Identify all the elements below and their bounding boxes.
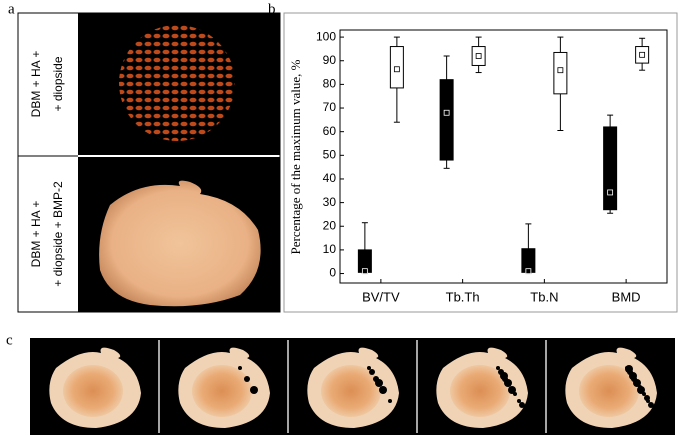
ct-scaffold	[119, 25, 235, 141]
ct-void	[644, 395, 650, 401]
ct-void	[638, 385, 642, 389]
median-marker	[557, 67, 564, 74]
y-tick-label: 70	[323, 100, 337, 114]
ct-void	[648, 402, 654, 408]
ct-void	[629, 372, 637, 380]
ct-bone	[99, 180, 261, 307]
ct-core	[321, 365, 381, 417]
panel-letter: a	[8, 1, 15, 17]
x-tick-label: Tb.N	[530, 289, 558, 304]
y-tick-label: 0	[329, 266, 336, 280]
median-marker	[361, 268, 368, 275]
y-tick-label: 10	[323, 242, 337, 256]
plot-frame	[339, 29, 668, 284]
x-tick-label: Tb.Th	[446, 289, 480, 304]
ct-void	[513, 392, 517, 396]
ct-void	[642, 392, 646, 396]
ct-void	[625, 365, 633, 373]
box	[603, 126, 618, 211]
y-axis-label: Percentage of the maximum value, %	[288, 59, 303, 254]
panel-b-frame	[283, 12, 678, 313]
panel-letter: b	[268, 1, 276, 17]
y-tick-label: 80	[323, 77, 337, 91]
median-marker	[525, 268, 532, 275]
ct-void	[238, 366, 242, 370]
y-tick-label: 40	[323, 171, 337, 185]
panel-letter: c	[6, 332, 13, 348]
box	[439, 79, 454, 161]
median-marker	[607, 189, 614, 196]
x-tick-label: BV/TV	[362, 289, 400, 304]
box	[553, 51, 568, 95]
ct-void	[369, 369, 375, 375]
ct-void	[244, 376, 250, 382]
ct-core	[450, 365, 510, 417]
ct-core	[63, 365, 123, 417]
ct-core	[579, 365, 639, 417]
x-tick-label: BMD	[612, 289, 641, 304]
ct-void	[508, 386, 516, 394]
median-marker	[393, 66, 400, 73]
group-label: DBM + HA +	[29, 201, 43, 268]
median-marker	[475, 53, 482, 59]
ct-void	[519, 402, 525, 408]
ct-core	[192, 365, 252, 417]
ct-void	[375, 379, 383, 387]
ct-void	[388, 399, 392, 403]
ct-void	[496, 366, 500, 370]
ct-void	[504, 379, 512, 387]
group-label: DBM + HA +	[29, 51, 43, 118]
y-tick-label: 50	[323, 147, 337, 161]
y-tick-label: 100	[316, 29, 336, 43]
group-label: + diopside + BMP-2	[51, 181, 65, 287]
y-tick-label: 20	[323, 218, 337, 232]
y-tick-label: 90	[323, 53, 337, 67]
y-tick-label: 30	[323, 195, 337, 209]
ct-void	[633, 379, 641, 387]
ct-void	[500, 372, 508, 380]
ct-void	[379, 386, 387, 394]
ct-void	[367, 366, 371, 370]
median-marker	[639, 51, 646, 58]
ct-void	[250, 386, 258, 394]
ct-void	[517, 399, 521, 403]
median-marker	[443, 109, 450, 116]
y-tick-label: 60	[323, 124, 337, 138]
group-label: + diopside	[51, 56, 65, 111]
